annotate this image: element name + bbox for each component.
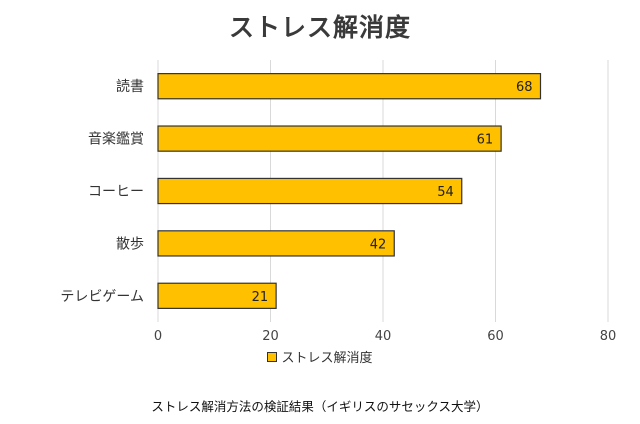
x-tick-label: 0 xyxy=(154,329,162,344)
data-label: 42 xyxy=(370,237,387,252)
chart-legend: ストレス解消度 xyxy=(0,347,640,366)
category-label: 音楽鑑賞 xyxy=(88,131,144,148)
x-tick-label: 40 xyxy=(375,329,392,344)
data-label: 21 xyxy=(252,290,269,305)
bar xyxy=(157,230,395,257)
data-label: 68 xyxy=(516,80,533,95)
category-label: コーヒー xyxy=(88,184,144,200)
bar xyxy=(157,73,542,100)
x-tick-label: 20 xyxy=(262,329,279,344)
category-label: テレビゲーム xyxy=(60,289,144,305)
legend-swatch xyxy=(267,351,278,362)
bar xyxy=(157,282,277,309)
x-tick-label: 60 xyxy=(487,329,504,344)
chart-title: ストレス解消度 xyxy=(228,13,411,42)
bar xyxy=(157,125,502,152)
data-label: 54 xyxy=(437,185,454,200)
bar xyxy=(157,177,463,205)
category-label: 散歩 xyxy=(116,236,144,252)
category-label: 読書 xyxy=(116,78,144,95)
x-tick-label: 80 xyxy=(600,329,617,344)
legend-label: ストレス解消度 xyxy=(281,351,373,366)
data-label: 61 xyxy=(477,133,494,148)
chart-caption: ストレス解消方法の検証結果（イギリスのサセックス大学） xyxy=(151,399,489,414)
